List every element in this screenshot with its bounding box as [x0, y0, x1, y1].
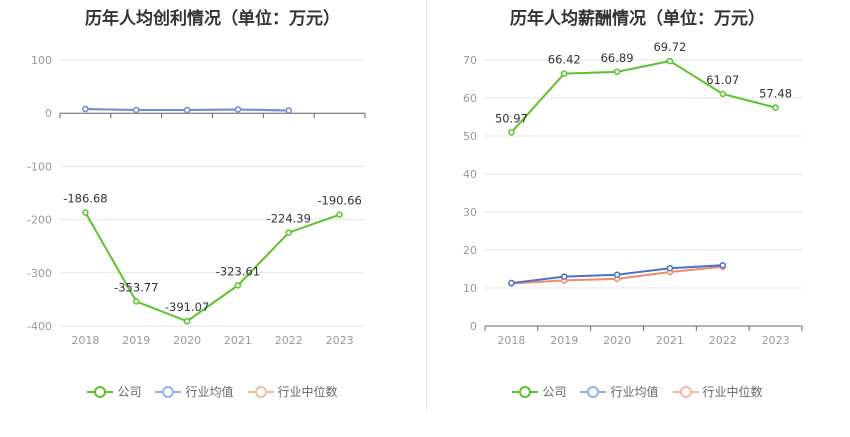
legend-label: 行业均值	[610, 385, 659, 399]
data-label: 61.07	[706, 73, 739, 87]
data-label: -224.39	[267, 212, 311, 226]
data-label: -391.07	[165, 300, 209, 314]
data-point	[719, 261, 726, 269]
data-point	[285, 107, 292, 114]
x-tick-label: 2018	[71, 334, 99, 347]
data-label: 69.72	[653, 40, 686, 54]
chart-title: 历年人均创利情况（单位：万元）	[85, 9, 340, 29]
y-tick-label: 30	[463, 206, 477, 219]
x-tick-label: 2023	[326, 334, 354, 347]
y-tick-label: -400	[27, 320, 52, 333]
legend-item-company[interactable]: 公司	[512, 383, 566, 400]
x-tick-label: 2019	[550, 334, 578, 347]
legend-label: 行业均值	[185, 385, 234, 399]
data-label: 66.89	[601, 51, 634, 65]
data-label: -353.77	[114, 280, 158, 294]
legend-swatch-icon	[87, 385, 114, 398]
chart-panel-per-capita-salary: 历年人均薪酬情况（单位：万元） 70 60 50 40 30 20 10 0 2018 2019 2…	[425, 0, 850, 437]
data-point	[508, 129, 515, 136]
y-tick-label: -100	[27, 160, 52, 173]
x-tick-label: 2022	[275, 334, 303, 347]
y-tick-label: 100	[31, 54, 52, 67]
legend-item-industry-median[interactable]: 行业中位数	[247, 383, 338, 400]
data-label: 66.42	[548, 53, 581, 67]
data-point	[234, 106, 242, 113]
x-tick-label: 2019	[122, 334, 150, 347]
data-point	[82, 105, 89, 113]
data-point	[666, 264, 674, 272]
y-tick-label: 70	[463, 54, 477, 67]
x-tick-label: 2020	[603, 334, 631, 347]
data-point	[336, 211, 343, 218]
data-point	[183, 106, 191, 114]
chart-panel-per-capita-profit: 历年人均创利情况（单位：万元） 100 0 -100 -200 -300 -400 2018…	[0, 9, 425, 400]
data-point	[508, 279, 515, 287]
x-tick-label: 2018	[497, 334, 525, 347]
data-point	[561, 70, 568, 77]
series-line	[510, 60, 776, 133]
legend-label: 公司	[117, 385, 142, 399]
legend: 公司 行业均值 行业中位数	[0, 383, 425, 400]
data-label: -186.68	[63, 192, 107, 206]
y-tick-label: 0	[45, 107, 52, 120]
legend-item-industry-mean[interactable]: 行业均值	[155, 383, 234, 400]
legend-label: 公司	[542, 385, 567, 399]
data-point	[133, 106, 140, 114]
data-label: 50.97	[495, 111, 528, 125]
legend: 公司 行业均值 行业中位数	[425, 383, 850, 400]
legend-swatch-icon	[247, 385, 274, 398]
data-point	[234, 282, 242, 289]
legend-label: 行业中位数	[702, 385, 763, 399]
data-point	[719, 90, 726, 98]
data-point	[183, 317, 191, 325]
data-label: -190.66	[317, 194, 361, 208]
panel-divider	[426, 0, 427, 410]
legend-swatch-icon	[512, 385, 539, 398]
data-point	[82, 209, 89, 216]
y-tick-label: 40	[463, 168, 477, 181]
x-tick-label: 2021	[224, 334, 252, 347]
data-point	[613, 271, 621, 278]
x-tick-label: 2020	[173, 334, 201, 347]
y-tick-label: 60	[463, 92, 477, 105]
x-tick-label: 2023	[762, 334, 790, 347]
data-point	[285, 229, 292, 236]
legend-swatch-icon	[155, 385, 182, 398]
y-tick-label: -200	[27, 214, 52, 227]
legend-label: 行业中位数	[277, 385, 338, 399]
data-point	[561, 273, 568, 280]
data-point	[613, 68, 621, 76]
legend-swatch-icon	[580, 385, 607, 398]
y-tick-label: 50	[463, 130, 477, 143]
y-tick-label: -300	[27, 267, 52, 280]
series-line	[84, 212, 340, 323]
legend-item-industry-mean[interactable]: 行业均值	[580, 383, 659, 400]
data-label: 57.48	[759, 87, 792, 101]
chart-plot: 70 60 50 40 30 20 10 0 2018 2019 2020 2021 2022 2023 5…	[463, 40, 803, 347]
y-tick-label: 0	[470, 320, 477, 333]
legend-swatch-icon	[672, 385, 699, 398]
chart-title: 历年人均薪酬情况（单位：万元）	[510, 9, 765, 29]
data-point	[666, 57, 674, 65]
x-tick-label: 2022	[709, 334, 737, 347]
data-label: -323.61	[216, 264, 260, 278]
data-point	[133, 298, 140, 305]
legend-item-industry-median[interactable]: 行业中位数	[672, 383, 763, 400]
chart-plot: 100 0 -100 -200 -300 -400 2018 2019 2020 2021 2022…	[27, 54, 366, 347]
data-point	[772, 104, 779, 111]
y-tick-label: 20	[463, 244, 477, 257]
x-tick-label: 2021	[656, 334, 684, 347]
y-tick-label: 10	[463, 282, 477, 295]
legend-item-company[interactable]: 公司	[87, 383, 141, 400]
